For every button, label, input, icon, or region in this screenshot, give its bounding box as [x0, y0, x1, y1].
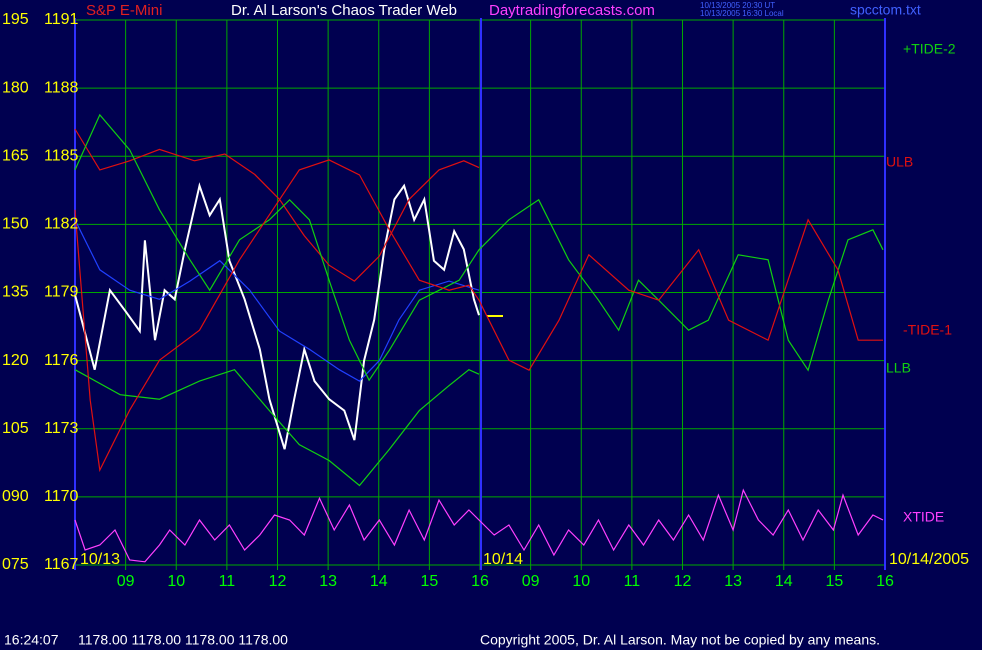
legend-label: XTIDE: [903, 509, 944, 525]
y-tick-label: 1182: [44, 216, 79, 233]
file-name: spcctom.txt: [850, 2, 921, 18]
x-tick-label: 12: [674, 573, 692, 590]
status-prices: 1178.00 1178.00 1178.00 1178.00: [78, 632, 288, 648]
y2-tick-label: 165: [2, 147, 29, 164]
y2-tick-label: 135: [2, 284, 29, 301]
x-tick-label: 14: [370, 573, 388, 590]
y-tick-label: 1191: [44, 11, 79, 28]
x-tick-label: 10: [167, 573, 185, 590]
x-tick-label: 10: [572, 573, 590, 590]
y2-tick-label: 195: [2, 11, 29, 28]
y-tick-label: 1176: [44, 352, 79, 369]
y2-tick-label: 180: [2, 79, 29, 96]
y2-tick-label: 150: [2, 216, 29, 233]
date-label: 10/14: [483, 551, 523, 568]
x-tick-label: 09: [522, 573, 540, 590]
y-tick-label: 1170: [44, 488, 79, 505]
y-tick-label: 1167: [44, 556, 79, 573]
labels: 1167 1170 1173 1176 1179 1182 1185 1188 1191 075 0…: [2, 11, 956, 590]
website: Daytradingforecasts.com: [489, 2, 655, 19]
series-line: [74, 369, 480, 487]
x-tick-label: 16: [876, 573, 894, 590]
series-lines: [74, 113, 884, 563]
timestamp-ut: 10/13/2005 20:30 UT: [700, 1, 775, 10]
x-tick-label: 16: [471, 573, 489, 590]
y-tick-label: 1188: [44, 79, 79, 96]
series-line: [74, 128, 480, 282]
y2-tick-label: 105: [2, 420, 29, 437]
x-tick-label: 09: [117, 573, 135, 590]
series-line: [74, 113, 884, 382]
series-line: [74, 219, 480, 382]
timestamp-local: 10/13/2005 16:30 Local: [700, 9, 784, 18]
chart-title: Dr. Al Larson's Chaos Trader Web: [231, 2, 457, 19]
y-tick-label: 1185: [44, 147, 79, 164]
legend-label: -TIDE-1: [903, 322, 952, 338]
y2-tick-label: 075: [2, 556, 29, 573]
x-tick-label: 11: [624, 573, 641, 590]
series-line: [74, 182, 480, 450]
x-tick-label: 14: [775, 573, 793, 590]
series-line: [74, 159, 883, 473]
legend-label: +TIDE-2: [903, 41, 956, 57]
status-time: 16:24:07: [4, 632, 59, 648]
legend-label: ULB: [886, 154, 913, 170]
y2-tick-label: 120: [2, 352, 29, 369]
subtitle: S&P E-Mini: [86, 2, 162, 19]
y2-tick-label: 090: [2, 488, 29, 505]
copyright: Copyright 2005, Dr. Al Larson. May not b…: [480, 632, 880, 648]
x-tick-label: 12: [269, 573, 287, 590]
x-tick-label: 13: [724, 573, 742, 590]
series-line: [74, 488, 884, 563]
y-tick-label: 1179: [44, 284, 79, 301]
x-tick-label: 15: [420, 573, 438, 590]
x-tick-label: 13: [319, 573, 337, 590]
x-tick-label: 11: [219, 573, 236, 590]
x-tick-label: 15: [825, 573, 843, 590]
date-label: 10/13: [80, 551, 120, 568]
y-tick-label: 1173: [44, 420, 79, 437]
date-label: 10/14/2005: [889, 551, 969, 568]
legend-label: LLB: [886, 360, 911, 376]
